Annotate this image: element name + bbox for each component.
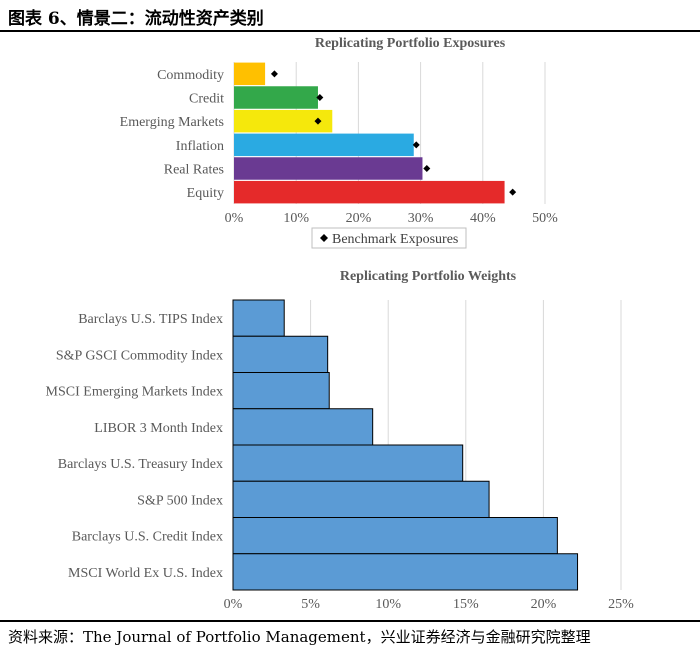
weight-bar bbox=[232, 444, 464, 482]
exposures-bars bbox=[234, 62, 505, 204]
exposure-bar bbox=[234, 157, 423, 180]
category-label: Inflation bbox=[176, 139, 224, 154]
top-rule bbox=[0, 30, 700, 32]
x-tick-label: 50% bbox=[532, 211, 558, 226]
legend-label: Benchmark Exposures bbox=[332, 232, 458, 247]
weights-category-labels: Barclays U.S. TIPS Index S&P GSCI Commodi… bbox=[46, 312, 223, 581]
bottom-rule bbox=[0, 620, 700, 622]
weight-bar bbox=[232, 408, 374, 446]
exposure-bar bbox=[234, 180, 505, 204]
weight-bar bbox=[232, 335, 329, 373]
category-label: Barclays U.S. Treasury Index bbox=[58, 457, 223, 472]
x-tick-label: 15% bbox=[453, 597, 479, 612]
exposures-tick-labels: 0% 10% 20% 30% 40% 50% bbox=[225, 211, 559, 226]
exposure-bar bbox=[234, 86, 318, 109]
benchmark-marker bbox=[316, 94, 324, 101]
exposures-legend: Benchmark Exposures bbox=[311, 227, 467, 249]
x-tick-label: 10% bbox=[283, 211, 309, 226]
exposures-grid bbox=[233, 62, 546, 204]
category-label: S&P GSCI Commodity Index bbox=[56, 348, 223, 363]
benchmark-marker bbox=[270, 70, 278, 78]
x-tick-label: 40% bbox=[470, 211, 496, 226]
legend-diamond-icon bbox=[320, 234, 328, 242]
x-tick-label: 0% bbox=[225, 211, 244, 226]
category-label: Equity bbox=[187, 186, 224, 201]
category-label: Barclays U.S. TIPS Index bbox=[78, 312, 223, 327]
exposure-bar bbox=[234, 109, 333, 133]
exposure-bar bbox=[234, 62, 266, 86]
exposures-chart-title: Replicating Portfolio Exposures bbox=[315, 36, 506, 51]
category-label: LIBOR 3 Month Index bbox=[94, 421, 223, 436]
benchmark-marker bbox=[412, 141, 420, 149]
weight-bar bbox=[232, 480, 490, 518]
category-label: MSCI Emerging Markets Index bbox=[46, 385, 223, 400]
x-tick-label: 5% bbox=[301, 597, 320, 612]
category-label: Credit bbox=[189, 92, 224, 107]
x-tick-label: 10% bbox=[375, 597, 401, 612]
weights-bars bbox=[232, 299, 579, 591]
category-label: MSCI World Ex U.S. Index bbox=[68, 566, 223, 581]
exposures-category-labels: Commodity Credit Emerging Markets Inflation… bbox=[120, 68, 224, 201]
exposures-chart: Replicating Portfolio Exposures Commodit… bbox=[120, 36, 559, 249]
source-note: 资料来源：The Journal of Portfolio Management… bbox=[8, 628, 591, 646]
figure-title: 图表 6、情景二：流动性资产类别 bbox=[8, 9, 264, 29]
weights-chart-title: Replicating Portfolio Weights bbox=[340, 269, 517, 284]
benchmark-marker bbox=[314, 117, 322, 125]
benchmark-marker bbox=[423, 165, 431, 172]
exposure-bar bbox=[234, 133, 414, 157]
x-tick-label: 25% bbox=[608, 597, 634, 612]
weights-chart: Replicating Portfolio Weights Barclays U… bbox=[46, 269, 635, 612]
legend-box bbox=[311, 227, 467, 249]
x-tick-label: 20% bbox=[346, 211, 372, 226]
category-label: Commodity bbox=[157, 68, 224, 83]
x-tick-label: 20% bbox=[531, 597, 557, 612]
weight-bar bbox=[232, 299, 285, 337]
category-label: Real Rates bbox=[164, 163, 224, 178]
benchmark-markers bbox=[270, 70, 517, 196]
weight-bar bbox=[232, 372, 330, 410]
x-tick-label: 30% bbox=[408, 211, 434, 226]
weight-bar bbox=[232, 553, 579, 591]
category-label: Emerging Markets bbox=[120, 115, 224, 130]
category-label: S&P 500 Index bbox=[137, 493, 223, 508]
weights-tick-labels: 0% 5% 10% 15% 20% 25% bbox=[224, 597, 635, 612]
benchmark-marker bbox=[509, 188, 517, 196]
weight-bar bbox=[232, 517, 558, 555]
category-label: Barclays U.S. Credit Index bbox=[72, 530, 223, 545]
x-tick-label: 0% bbox=[224, 597, 243, 612]
